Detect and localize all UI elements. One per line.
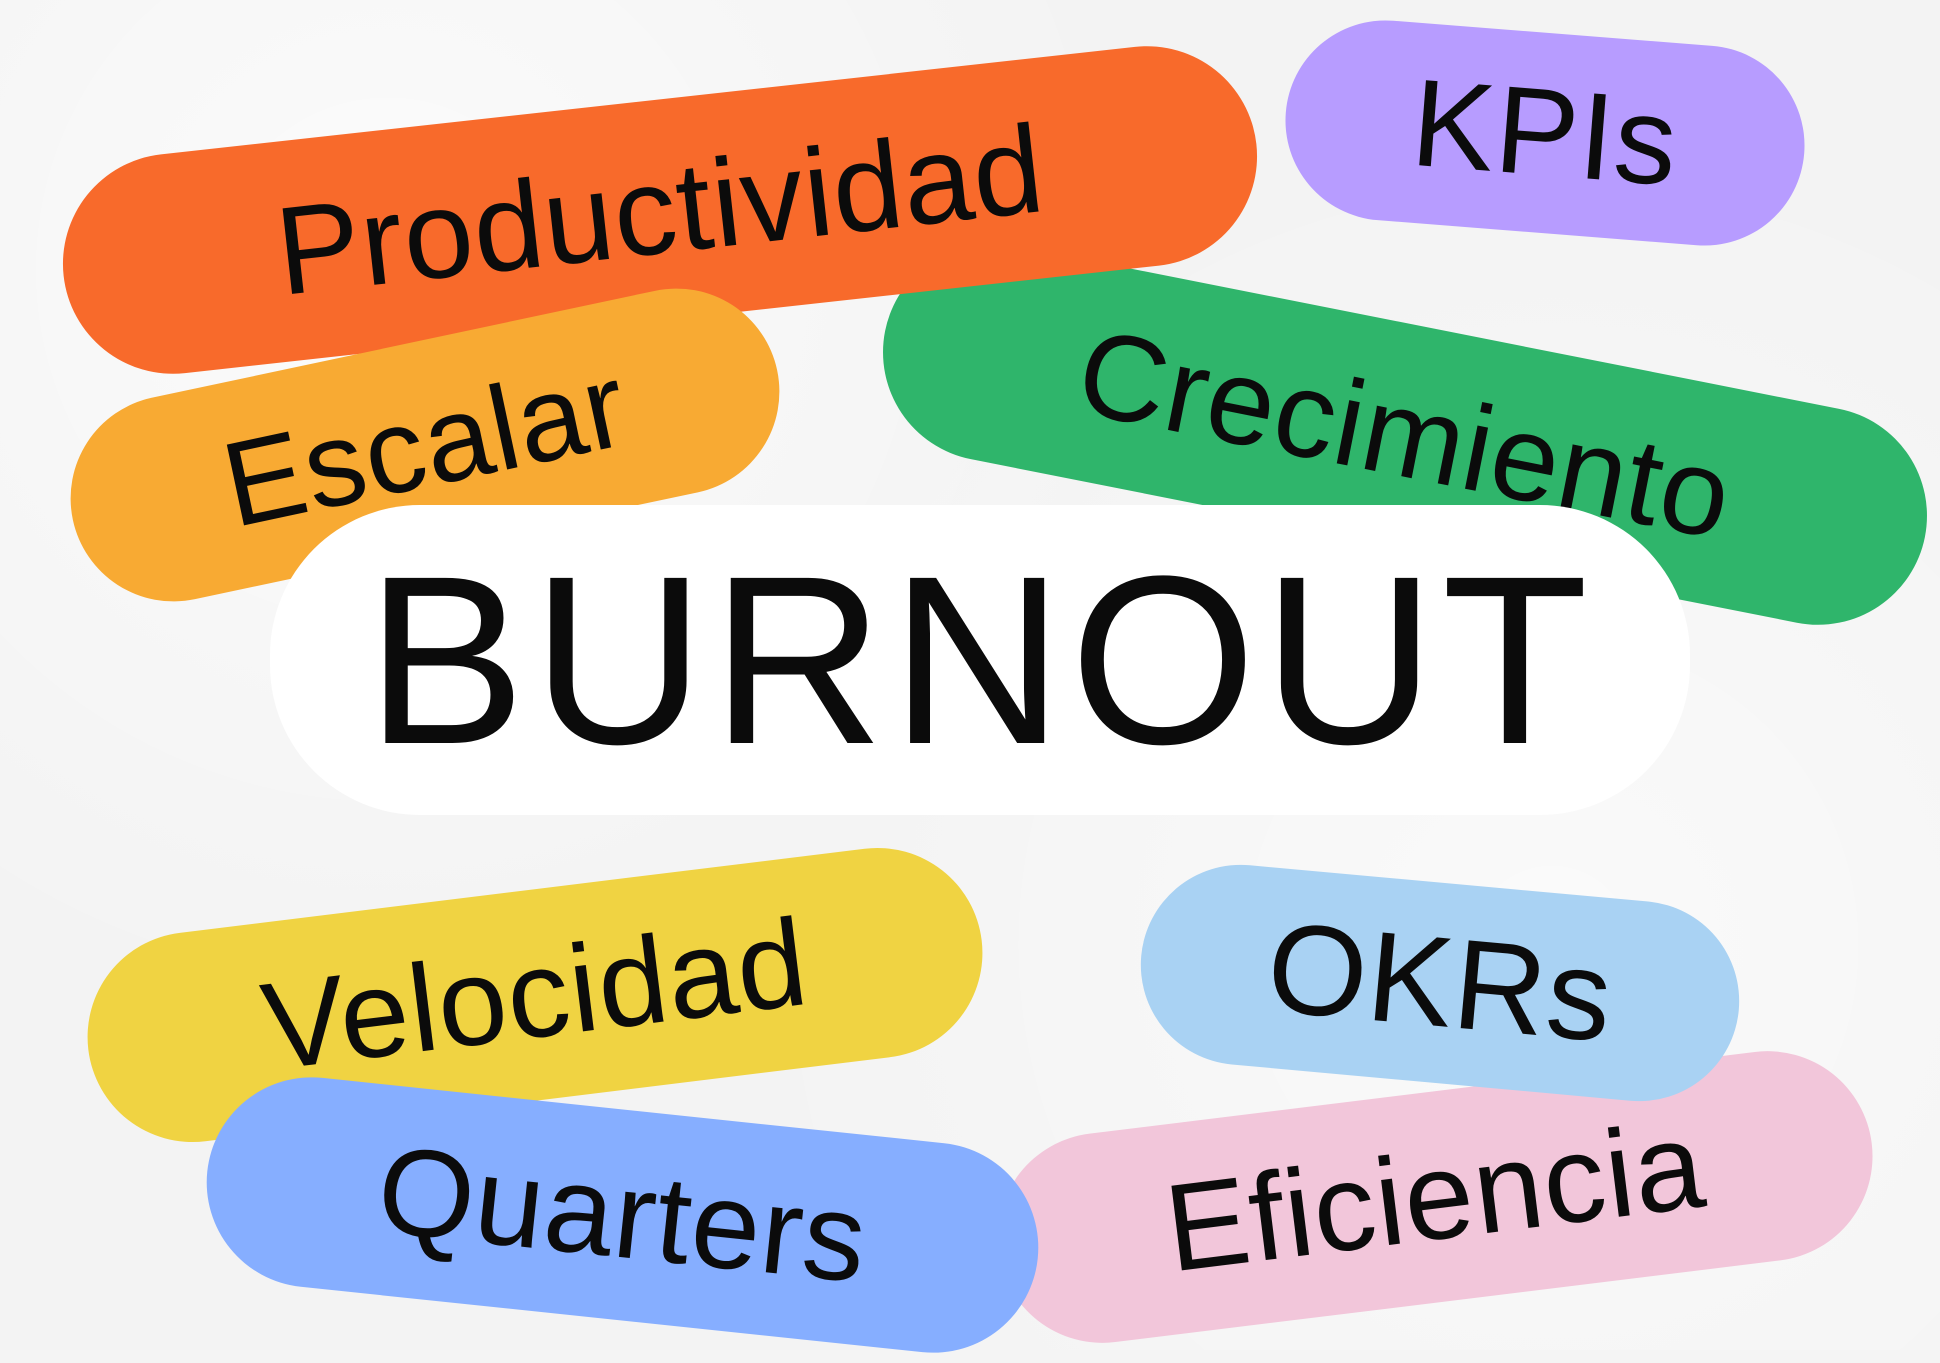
eficiencia-label: Eficiencia [1158, 1095, 1712, 1299]
productividad-label: Productividad [269, 98, 1051, 322]
okrs-pill: OKRs [1132, 856, 1748, 1110]
burnout-pill: BURNOUT [270, 505, 1690, 815]
okrs-label: OKRs [1261, 895, 1619, 1070]
velocidad-label: Velocidad [255, 893, 815, 1097]
quarters-label: Quarters [371, 1120, 874, 1310]
quarters-pill: Quarters [196, 1066, 1049, 1363]
burnout-label: BURNOUT [365, 526, 1595, 794]
eficiencia-pill: Eficiencia [985, 1039, 1885, 1355]
kpis-pill: KPIs [1277, 12, 1813, 254]
kpis-label: KPIs [1407, 53, 1683, 213]
